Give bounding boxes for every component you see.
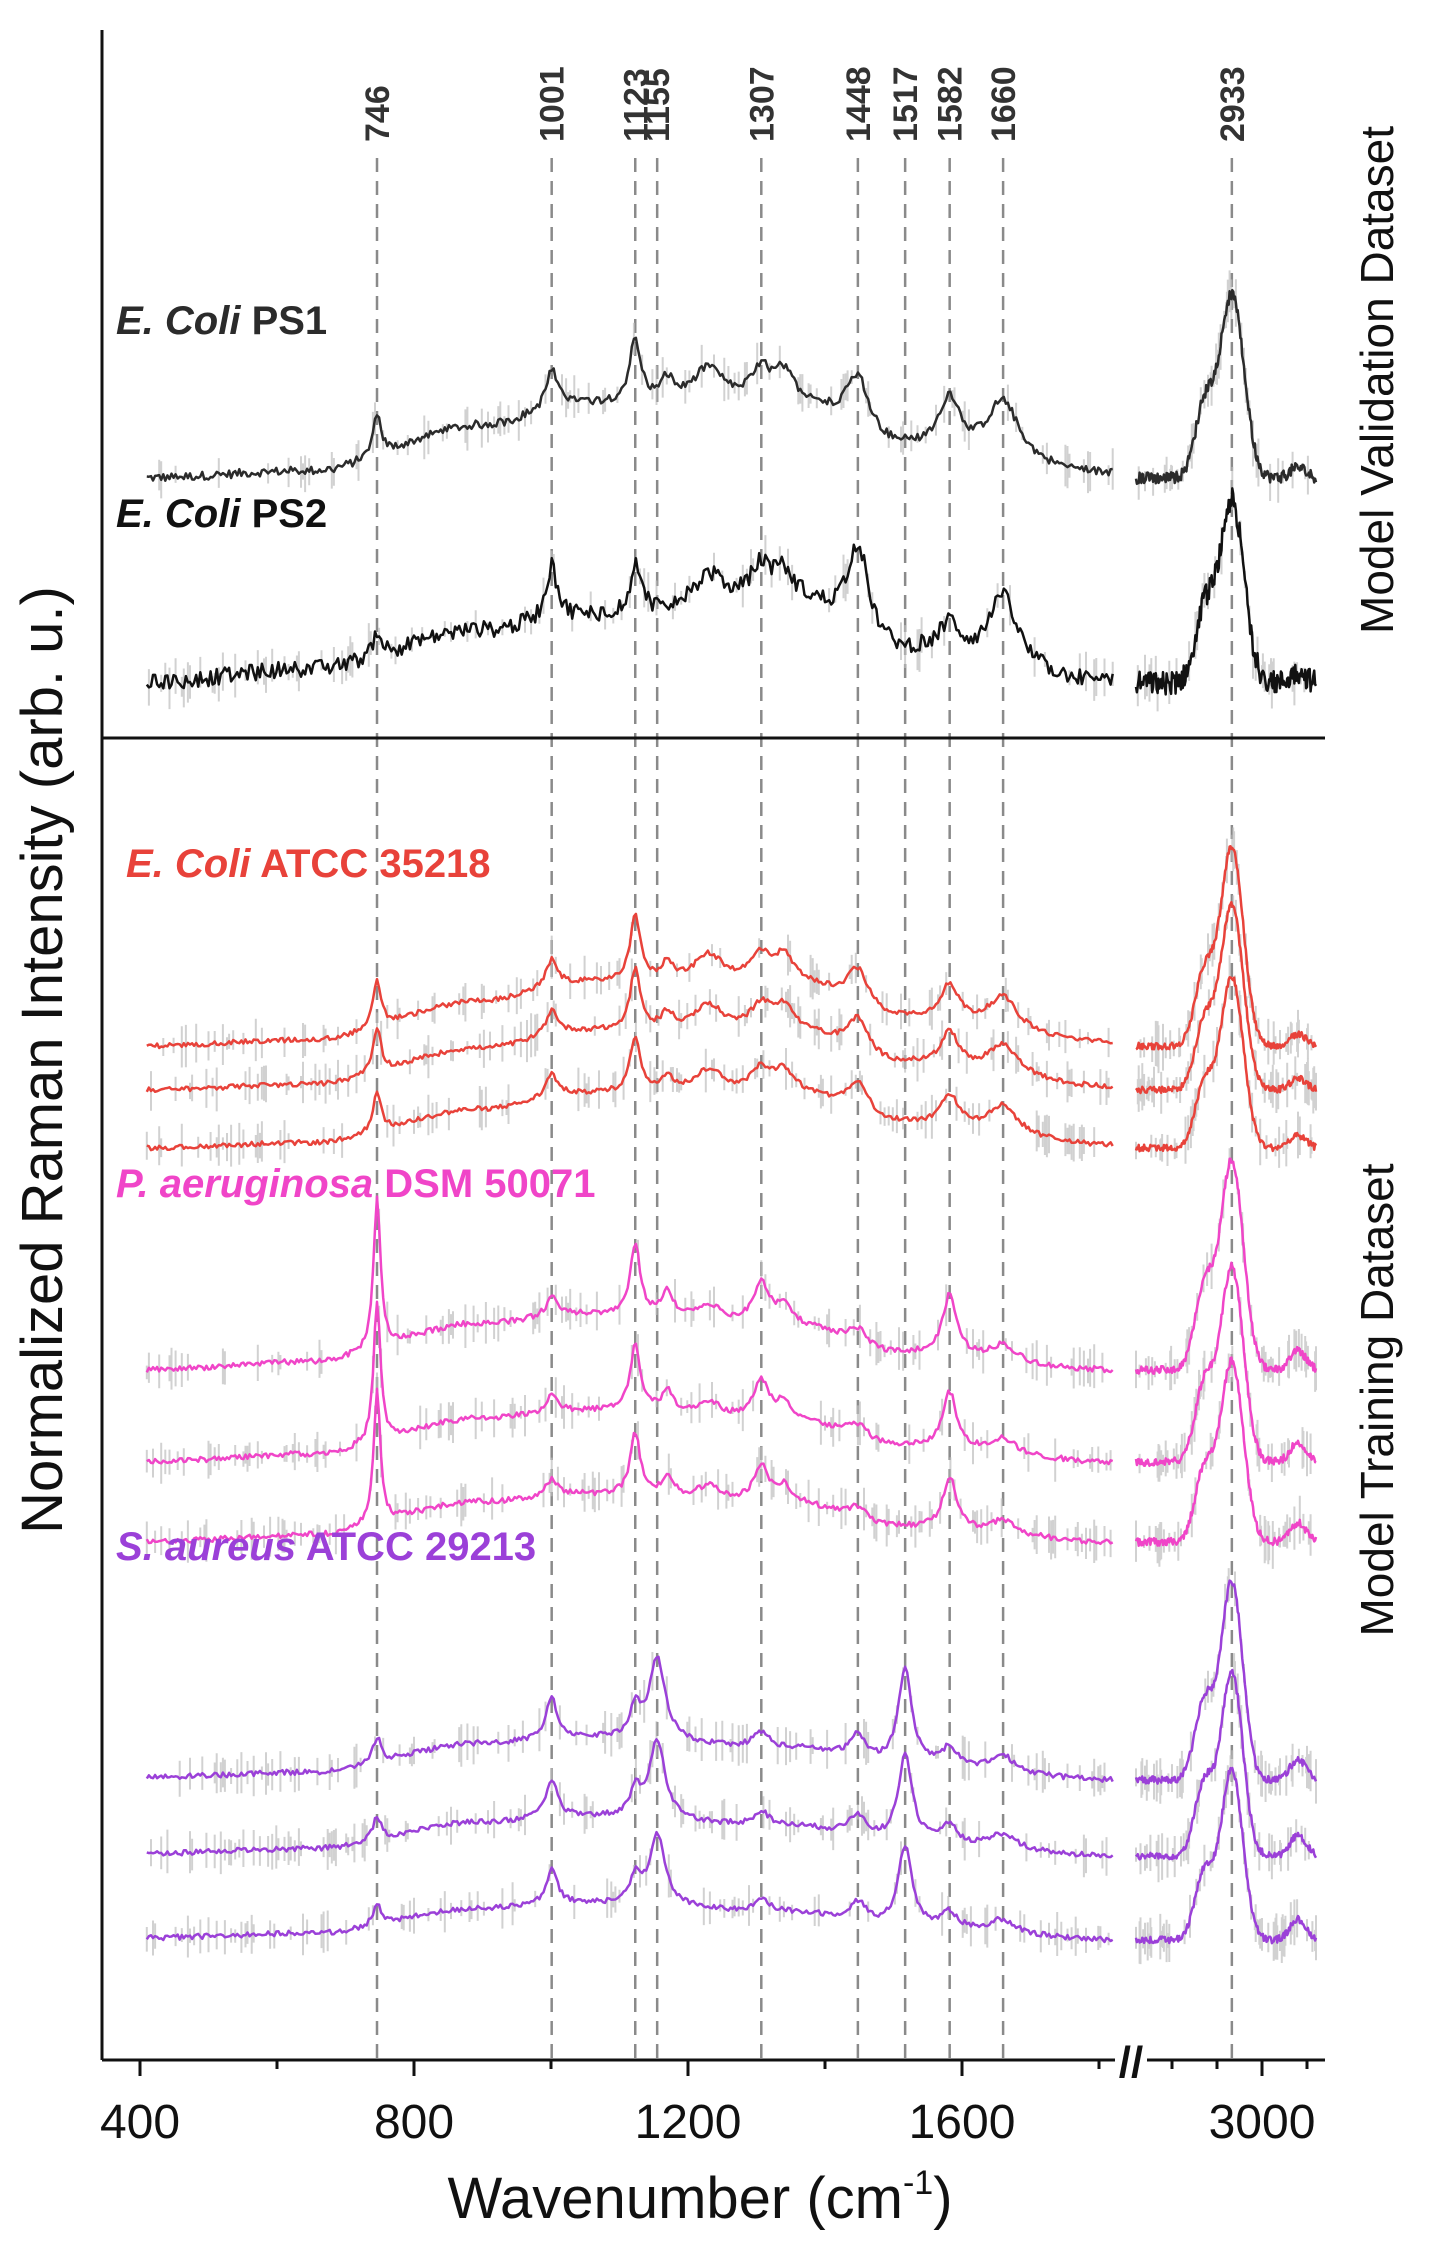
spectrum-ps1-1-ch-region bbox=[1134, 288, 1318, 486]
peak-label-1448: 1448 bbox=[840, 66, 878, 142]
peak-label-2933: 2933 bbox=[1214, 66, 1252, 142]
x-tick-label-3000: 3000 bbox=[1209, 2096, 1316, 2149]
sample-strain: PS2 bbox=[240, 492, 327, 536]
x-axis-title-main: Wavenumber (cm bbox=[447, 2166, 903, 2231]
sample-strain: DSM 50071 bbox=[373, 1162, 595, 1206]
sample-label-ps1: E. Coli PS1 bbox=[116, 299, 327, 343]
sample-species: E. Coli bbox=[126, 842, 251, 886]
sample-label-ecoli: E. Coli ATCC 35218 bbox=[126, 842, 491, 886]
sample-species: E. Coli bbox=[116, 299, 241, 343]
axis-break-marker: // bbox=[1119, 2038, 1143, 2087]
spectrum-ecoli-1-fingerprint bbox=[146, 912, 1113, 1050]
peak-label-1001: 1001 bbox=[534, 66, 572, 142]
spectrum-saureus-3-fingerprint bbox=[145, 1830, 1114, 1944]
peak-label-1307: 1307 bbox=[743, 66, 781, 142]
spectrum-saureus-1-fingerprint bbox=[145, 1655, 1114, 1783]
spectrum-paeru-2-fingerprint bbox=[146, 1300, 1114, 1466]
spectrum-saureus-2-ch-region bbox=[1135, 1668, 1318, 1861]
peak-label-1155: 1155 bbox=[639, 68, 677, 142]
peak-label-1517: 1517 bbox=[887, 66, 925, 142]
spectrum-ps2-1-ch-region bbox=[1134, 487, 1318, 696]
spectra-traces bbox=[145, 270, 1318, 1965]
peak-label-746: 746 bbox=[359, 85, 397, 142]
sample-species: P. aeruginosa bbox=[116, 1162, 373, 1206]
spectrum-ecoli-3-fingerprint bbox=[146, 1035, 1114, 1152]
peak-label-1582: 1582 bbox=[932, 66, 970, 142]
spectrum-paeru-3-ch-region bbox=[1134, 1356, 1318, 1547]
spectra-group-ps1 bbox=[146, 270, 1318, 503]
panel-title-validation: Model Validation Dataset bbox=[1351, 126, 1403, 634]
spectrum-paeru-1-ch-region bbox=[1134, 1157, 1318, 1375]
spectra-group-paeru bbox=[145, 1148, 1318, 1569]
sample-strain: PS1 bbox=[240, 299, 327, 343]
sample-species: S. aureus bbox=[116, 1525, 296, 1569]
x-tick-label-800: 800 bbox=[374, 2096, 454, 2149]
sample-label-paeru: P. aeruginosa DSM 50071 bbox=[116, 1162, 596, 1206]
peak-guide-lines bbox=[375, 158, 1234, 2060]
x-axis-title: Wavenumber (cm-1) bbox=[447, 2164, 952, 2231]
sample-label-saureus: S. aureus ATCC 29213 bbox=[116, 1525, 536, 1569]
spectrum-ecoli-2-ch-region bbox=[1135, 900, 1318, 1095]
x-tick-label-1200: 1200 bbox=[635, 2096, 742, 2149]
peak-label-1660: 1660 bbox=[985, 66, 1023, 142]
x-tick-label-1600: 1600 bbox=[909, 2096, 1016, 2149]
x-tick-label-400: 400 bbox=[100, 2096, 180, 2149]
sample-species: E. Coli bbox=[116, 492, 241, 536]
spectrum-ecoli-2-fingerprint bbox=[145, 965, 1114, 1094]
x-axis-title-close: ) bbox=[933, 2166, 952, 2231]
spectrum-paeru-3-fingerprint bbox=[145, 1387, 1114, 1546]
spectrum-ecoli-3-ch-region bbox=[1134, 976, 1318, 1153]
spectrum-saureus-2-fingerprint bbox=[146, 1738, 1114, 1859]
spectra-group-ecoli bbox=[145, 827, 1318, 1168]
sample-label-ps2: E. Coli PS2 bbox=[116, 492, 327, 536]
x-axis-title-superscript: -1 bbox=[903, 2164, 933, 2202]
spectra-group-ps2 bbox=[145, 466, 1318, 712]
spectrum-paeru-2-ch-region bbox=[1134, 1261, 1317, 1468]
spectrum-ps2-1-fingerprint bbox=[145, 543, 1114, 690]
x-ticks bbox=[138, 2060, 1309, 2076]
panel-title-training: Model Training Dataset bbox=[1351, 1163, 1403, 1636]
spectrum-saureus-3-ch-region bbox=[1134, 1766, 1318, 1945]
peak-label-1123: 1123 bbox=[617, 68, 655, 142]
spectrum-ps1-1-fingerprint bbox=[146, 336, 1113, 482]
spectra-group-saureus bbox=[145, 1568, 1318, 1965]
sample-strain: ATCC 35218 bbox=[250, 842, 490, 886]
spectrum-paeru-1-fingerprint bbox=[145, 1195, 1114, 1374]
sample-strain: ATCC 29213 bbox=[296, 1525, 536, 1569]
y-axis-title: Normalized Raman Intensity (arb. u.) bbox=[10, 586, 75, 1534]
spectrum-saureus-1-ch-region bbox=[1134, 1579, 1318, 1785]
spectrum-ecoli-1-ch-region bbox=[1135, 845, 1318, 1051]
